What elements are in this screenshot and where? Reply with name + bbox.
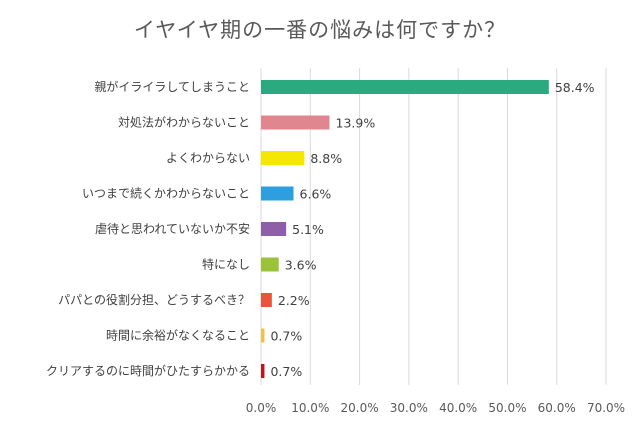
x-tick-label: 30.0% <box>390 401 428 415</box>
category-label: 対処法がわからないこと <box>118 115 250 130</box>
data-label: 6.6% <box>300 187 332 202</box>
x-tick-label: 20.0% <box>341 401 379 415</box>
x-tick-label: 10.0% <box>291 401 329 415</box>
x-tick-label: 40.0% <box>439 401 477 415</box>
bar <box>261 151 305 165</box>
x-tick-label: 0.0% <box>246 401 277 415</box>
category-label: いつまで続くかわからないこと <box>82 187 250 201</box>
category-label: 時間に余裕がなくなること <box>106 328 250 343</box>
bar <box>261 328 265 343</box>
data-label: 0.7% <box>270 364 302 379</box>
bar <box>261 293 272 307</box>
bar <box>261 364 265 378</box>
data-label: 13.9% <box>336 116 376 131</box>
x-tick-label: 60.0% <box>538 401 576 415</box>
data-label: 2.2% <box>278 293 310 308</box>
category-label: 虐待と思われていないか不安 <box>95 221 250 236</box>
data-label: 5.1% <box>292 222 324 237</box>
bar <box>261 222 287 236</box>
bars <box>261 80 549 378</box>
category-label: パパとの役割分担、どうするべき？ <box>58 292 250 307</box>
chart-title: イヤイヤ期の一番の悩みは何ですか？ <box>133 18 507 42</box>
x-axis-ticks: 0.0% 10.0% 20.0% 30.0% 40.0% 50.0% 60.0% 70.0% <box>246 401 625 415</box>
bar <box>261 186 294 201</box>
bar <box>261 257 279 272</box>
category-label: クリアするのに時間がひたすらかかる <box>46 363 250 378</box>
data-label: 0.7% <box>270 329 302 344</box>
category-labels: 親がイライラしてしまうこと対処法がわからないことよくわからないいつまで続くかわか… <box>46 79 250 378</box>
bar <box>261 80 549 94</box>
data-label: 8.8% <box>310 151 342 166</box>
x-tick-label: 70.0% <box>587 401 625 415</box>
bar <box>261 115 330 130</box>
category-label: 特になし <box>202 257 250 272</box>
data-label: 3.6% <box>285 258 317 273</box>
category-label: よくわからない <box>166 151 250 165</box>
data-label: 58.4% <box>555 80 595 95</box>
category-label: 親がイライラしてしまうこと <box>94 79 250 94</box>
x-tick-label: 50.0% <box>488 401 526 415</box>
value-labels: 58.4% 13.9% 8.8% 6.6% 5.1% 3.6% 2.2% 0.7% 0.7% <box>270 80 594 379</box>
